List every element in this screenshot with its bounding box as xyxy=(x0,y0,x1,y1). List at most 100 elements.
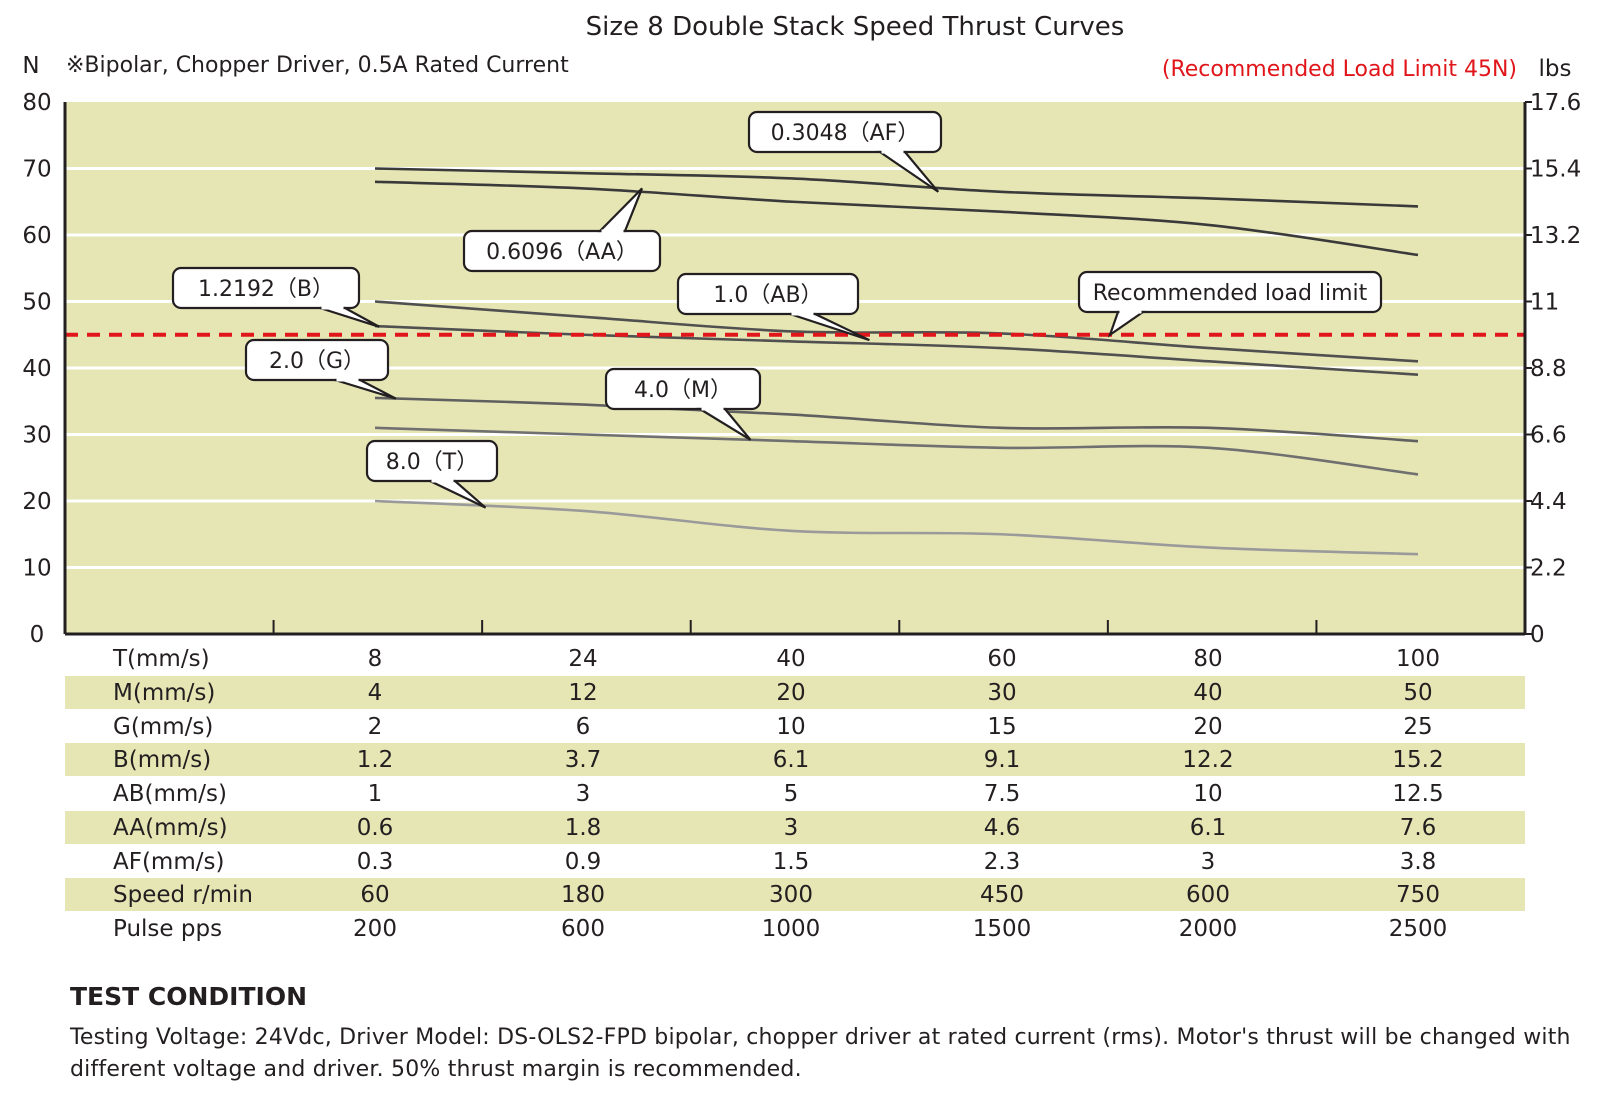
series-callout: 1.0（AB） xyxy=(676,272,870,342)
callout-box xyxy=(1077,270,1383,314)
table-cell: 3 xyxy=(575,781,591,807)
table-cell: 2.3 xyxy=(983,848,1021,875)
axes xyxy=(63,101,1532,636)
series-line xyxy=(374,426,1419,476)
callout-box xyxy=(676,272,860,316)
table-cell: 12 xyxy=(568,679,598,706)
table-cell: 30 xyxy=(987,679,1017,706)
table-cell: 80 xyxy=(1193,646,1223,672)
chart-subtitle: ※Bipolar, Chopper Driver, 0.5A Rated Cur… xyxy=(66,53,569,78)
table-cell: 15 xyxy=(987,713,1017,740)
table-cell: 60 xyxy=(360,882,390,909)
thrust-chart: Size 8 Double Stack Speed Thrust Curves … xyxy=(22,12,1581,648)
table-cell: 6.1 xyxy=(772,747,810,774)
row-label: T(mm/s) xyxy=(113,646,210,672)
table-cell: 1.2 xyxy=(356,747,394,774)
y-left-tick-label: 70 xyxy=(22,157,51,183)
table-cell: 40 xyxy=(1193,679,1223,706)
callout-box xyxy=(244,338,390,382)
row-label: G(mm/s) xyxy=(113,713,214,740)
table-cell: 2000 xyxy=(1178,916,1238,942)
row-label: AA(mm/s) xyxy=(113,814,228,841)
y-right-unit-label: lbs xyxy=(1539,56,1572,82)
table-cell: 40 xyxy=(776,646,806,672)
table-cell: 20 xyxy=(1193,713,1223,740)
table-cell: 9.1 xyxy=(983,747,1021,774)
table-cell: 25 xyxy=(1403,713,1433,740)
callout-box xyxy=(604,367,762,411)
table-cell: 4.6 xyxy=(983,814,1021,841)
table-cell: 1500 xyxy=(972,916,1032,942)
table-cell: 3.7 xyxy=(564,747,602,774)
y-left-tick-label: 60 xyxy=(22,223,51,249)
y-left-unit-label: N xyxy=(22,53,39,79)
y-right-tick-label: 2.2 xyxy=(1530,556,1567,582)
table-cell: 180 xyxy=(561,882,605,909)
y-left-tick-label: 0 xyxy=(30,622,45,648)
table-cell: 12.2 xyxy=(1182,747,1234,774)
y-left-tick-label: 30 xyxy=(22,423,51,449)
table-cell: 50 xyxy=(1403,679,1433,706)
series-line xyxy=(374,180,1419,257)
y-left-tick-label: 80 xyxy=(22,90,51,116)
table-row: Speed r/min 60 180 300 450 600 750 xyxy=(65,878,1525,912)
table-row: Pulse pps 200 600 1000 1500 2000 2500 xyxy=(65,912,1525,945)
table-cell: 20 xyxy=(776,679,806,706)
series-callouts: 0.3048（AF） 0.6096（AA） 1.2192（B） 1.0（AB） 2.0（… xyxy=(171,110,1383,509)
load-limit-callout: Recommended load limit xyxy=(1077,270,1383,338)
table-cell: 100 xyxy=(1396,646,1440,672)
table-cell: 12.5 xyxy=(1392,781,1444,807)
series-label: 2.0（G） xyxy=(269,349,365,374)
table-cell: 7.5 xyxy=(983,781,1021,807)
table-row: B(mm/s) 1.2 3.7 6.1 9.1 12.2 15.2 xyxy=(65,743,1525,777)
table-cell: 300 xyxy=(769,882,813,909)
callout-box xyxy=(462,229,662,273)
table-cell: 750 xyxy=(1396,882,1440,909)
y-right-tick-label: 17.6 xyxy=(1530,90,1581,116)
row-label: Speed r/min xyxy=(113,882,253,909)
series-callout: 8.0（T） xyxy=(365,439,499,509)
row-label: M(mm/s) xyxy=(113,679,216,706)
table-cell: 450 xyxy=(980,882,1024,909)
load-limit-note: (Recommended Load Limit 45N) xyxy=(1162,57,1517,82)
series-callout: 1.2192（B） xyxy=(171,266,380,328)
table-row: T(mm/s) 8 24 40 60 80 100 xyxy=(65,642,1525,675)
table-cell: 2500 xyxy=(1388,916,1448,942)
table-cell: 24 xyxy=(568,646,598,672)
y-right-tick-label: 6.6 xyxy=(1530,423,1567,449)
table-cell: 600 xyxy=(1186,882,1230,909)
table-cell: 0.9 xyxy=(564,848,602,875)
y-left-tick-label: 20 xyxy=(22,489,51,515)
table-cell: 10 xyxy=(776,713,806,740)
series-callout: 2.0（G） xyxy=(244,338,397,400)
row-label: AF(mm/s) xyxy=(113,848,225,875)
table-cell: 8 xyxy=(367,646,383,672)
table-cell: 6.1 xyxy=(1189,814,1227,841)
table-row: AB(mm/s) 1 3 5 7.5 10 12.5 xyxy=(65,777,1525,810)
table-cell: 0.6 xyxy=(356,814,394,841)
table-cell: 1.5 xyxy=(772,848,810,875)
y-right-tick-label: 15.4 xyxy=(1530,157,1581,183)
y-left-tick-label: 50 xyxy=(22,290,51,316)
table-cell: 5 xyxy=(783,781,799,807)
tick-labels: 0 0 10 2.2 20 4.4 30 6.6 40 8.8 50 11 60 13.2 70 15.4 80… xyxy=(22,90,1581,648)
series-label: 4.0（M） xyxy=(634,378,732,403)
table-cell: 10 xyxy=(1193,781,1223,807)
table-cell: 60 xyxy=(987,646,1017,672)
test-condition-title: TEST CONDITION xyxy=(70,982,307,1011)
y-left-tick-label: 40 xyxy=(22,356,51,382)
table-cell: 4 xyxy=(367,679,383,706)
table-row: AF(mm/s) 0.3 0.9 1.5 2.3 3 3.8 xyxy=(65,845,1525,878)
table-cell: 600 xyxy=(561,916,605,942)
table-cell: 1 xyxy=(367,781,383,807)
series-line xyxy=(374,167,1419,208)
table-cell: 7.6 xyxy=(1399,814,1437,841)
series-label: 8.0（T） xyxy=(386,450,478,475)
table-cell: 1.8 xyxy=(564,814,602,841)
table-cell: 3.8 xyxy=(1399,848,1437,875)
table-cell: 6 xyxy=(575,713,591,740)
table-row: M(mm/s) 4 12 20 30 40 50 xyxy=(65,675,1525,709)
table-cell: 1000 xyxy=(761,916,821,942)
y-right-tick-label: 11 xyxy=(1530,290,1559,316)
series-label: 1.0（AB） xyxy=(713,283,822,308)
